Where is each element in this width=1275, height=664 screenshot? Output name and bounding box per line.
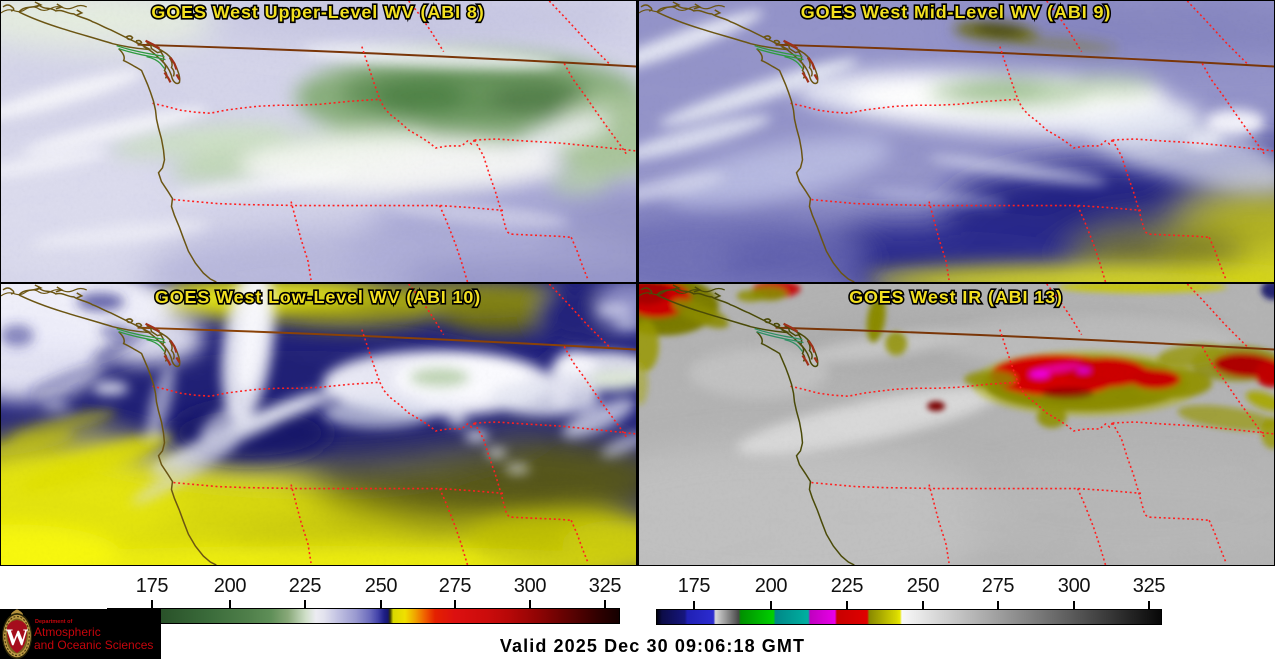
svg-text:Atmospheric: Atmospheric: [34, 625, 101, 639]
svg-text:and Oceanic Sciences: and Oceanic Sciences: [34, 638, 153, 652]
svg-text:GOES West IR (ABI 13): GOES West IR (ABI 13): [849, 287, 1063, 307]
svg-text:GOES West Low-Level WV (ABI 10: GOES West Low-Level WV (ABI 10): [155, 287, 481, 307]
svg-text:GOES West Mid-Level WV (ABI 9): GOES West Mid-Level WV (ABI 9): [801, 2, 1111, 22]
svg-text:GOES West Upper-Level WV (ABI: GOES West Upper-Level WV (ABI 8): [151, 2, 484, 22]
svg-text:W: W: [6, 625, 29, 650]
svg-text:Department of: Department of: [35, 619, 72, 625]
